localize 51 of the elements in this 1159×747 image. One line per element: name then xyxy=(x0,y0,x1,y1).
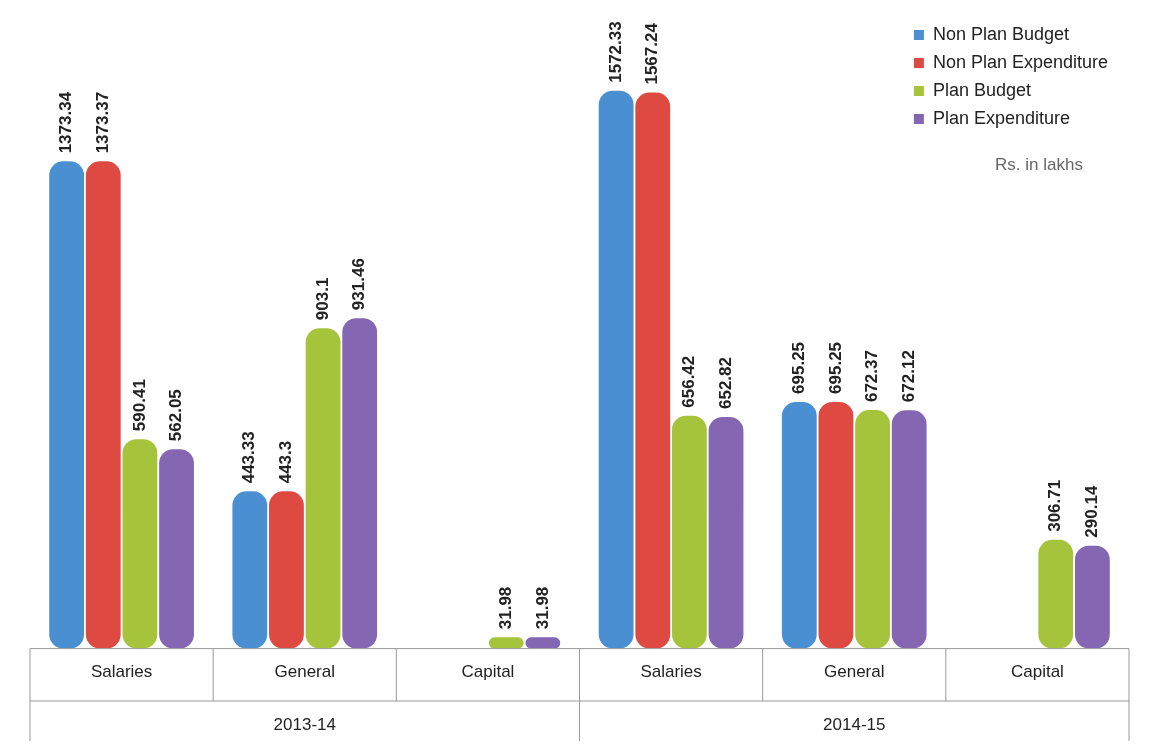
data-label: 656.42 xyxy=(679,355,699,408)
bar xyxy=(85,161,121,649)
x-tick-label: Capital xyxy=(461,662,515,682)
legend-label: Non Plan Expenditure xyxy=(932,51,1109,72)
x-tick-label: Capital xyxy=(1010,662,1064,682)
data-label: 903.1 xyxy=(312,277,332,321)
bar xyxy=(598,90,634,649)
bar xyxy=(855,410,890,649)
data-label: 31.98 xyxy=(532,586,552,630)
text: 2013-14 xyxy=(273,714,336,734)
data-label: 590.41 xyxy=(129,379,149,432)
data-label: 695.25 xyxy=(825,341,845,394)
data-label: 931.46 xyxy=(349,258,369,311)
data-label: 562.05 xyxy=(166,389,186,442)
data-label: 695.25 xyxy=(788,341,808,394)
legend-label: Non Plan Budget xyxy=(932,23,1069,44)
data-label: 306.71 xyxy=(1045,479,1065,532)
bar xyxy=(781,401,817,649)
bar xyxy=(891,410,927,649)
bar xyxy=(1038,539,1074,649)
bar xyxy=(269,491,304,649)
data-label: 443.3 xyxy=(276,440,296,484)
bar xyxy=(49,161,85,649)
bar xyxy=(818,401,854,649)
bar xyxy=(1074,545,1110,649)
data-label: 1567.24 xyxy=(642,22,662,85)
data-label: 672.37 xyxy=(862,350,882,403)
text: 2014-15 xyxy=(823,714,886,734)
bar xyxy=(305,328,341,649)
x-tick-label: General xyxy=(274,662,335,682)
data-label: 1373.37 xyxy=(92,91,112,154)
x-tick-label: Salaries xyxy=(640,662,702,682)
bar xyxy=(342,318,378,649)
data-label: 672.12 xyxy=(898,350,918,403)
bar xyxy=(122,439,158,649)
bar xyxy=(708,416,744,649)
data-label: 31.98 xyxy=(495,586,515,630)
legend-label: Plan Expenditure xyxy=(932,107,1070,128)
legend-label: Plan Budget xyxy=(932,79,1031,100)
bar xyxy=(672,415,707,649)
bar xyxy=(635,92,671,649)
data-label: 652.82 xyxy=(715,356,735,409)
data-label: 290.14 xyxy=(1082,485,1102,538)
x-tick-label: General xyxy=(824,662,885,682)
bar xyxy=(159,449,194,649)
annotation: Rs. in lakhs xyxy=(995,155,1083,174)
data-label: 1572.33 xyxy=(605,21,625,83)
bar xyxy=(232,491,268,649)
data-label: 443.33 xyxy=(239,431,259,484)
data-label: 1373.34 xyxy=(56,91,76,154)
x-tick-label: Salaries xyxy=(90,662,153,682)
